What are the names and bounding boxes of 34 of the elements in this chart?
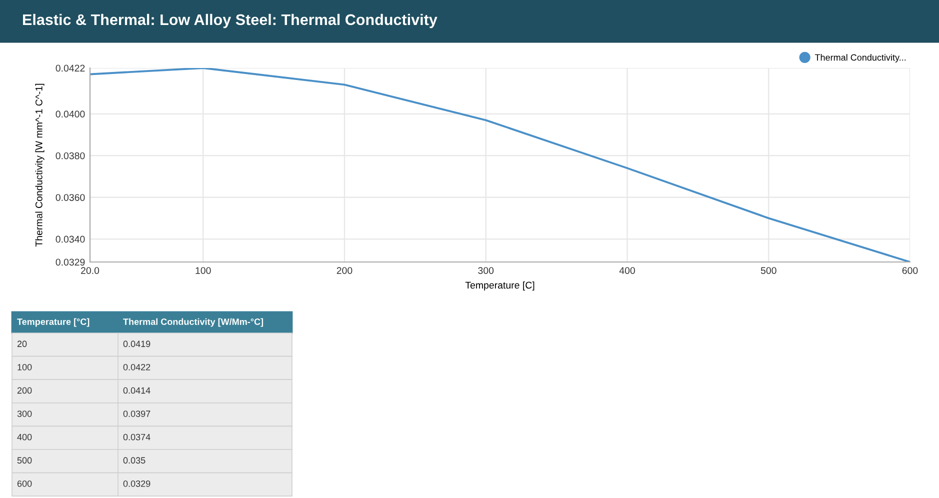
text: 0.0419	[123, 340, 150, 348]
text: 0.0422	[123, 364, 150, 370]
line-series	[90, 68, 910, 262]
y-tick-label: 0.0380	[56, 152, 85, 160]
text: 0.0414	[123, 387, 150, 394]
chart-title: Elastic & Thermal: Low Alloy Steel: Thermal Conductivity	[23, 14, 438, 28]
text: 600	[17, 480, 32, 487]
text: 0.035	[123, 457, 146, 464]
legend-label: Thermal Conductivity...	[814, 54, 906, 62]
text: Temperature [°C]	[17, 318, 90, 327]
text: 500	[17, 457, 32, 464]
x-tick-label: 100	[196, 267, 211, 274]
text: 0.0329	[123, 480, 150, 487]
text: 300	[17, 410, 32, 417]
x-tick-label: 20.0	[81, 267, 100, 274]
text: 20	[17, 340, 27, 348]
text: 0.0374	[123, 434, 150, 440]
y-tick-label: 0.0340	[56, 236, 85, 243]
y-axis-title: Thermal Conductivity [W mm^-1 C^-1]	[35, 84, 44, 247]
y-tick-label: 0.0422	[56, 64, 85, 72]
text: Thermal Conductivity [W/Mm-°C]	[123, 318, 264, 327]
y-tick-label: 0.0400	[56, 110, 85, 118]
x-tick-label: 500	[760, 267, 776, 274]
text: 100	[18, 364, 32, 370]
text: 200	[17, 387, 32, 394]
x-tick-label: 400	[619, 267, 635, 274]
x-tick-label: 600	[902, 267, 918, 274]
text: 400	[17, 434, 32, 440]
x-tick-label: 200	[336, 267, 352, 274]
text: 0.0397	[123, 410, 150, 417]
x-tick-label: 300	[478, 267, 494, 274]
y-tick-label: 0.0360	[56, 194, 85, 201]
y-tick-label: 0.0329	[56, 258, 85, 266]
x-axis-title: Temperature [C]	[465, 281, 534, 291]
